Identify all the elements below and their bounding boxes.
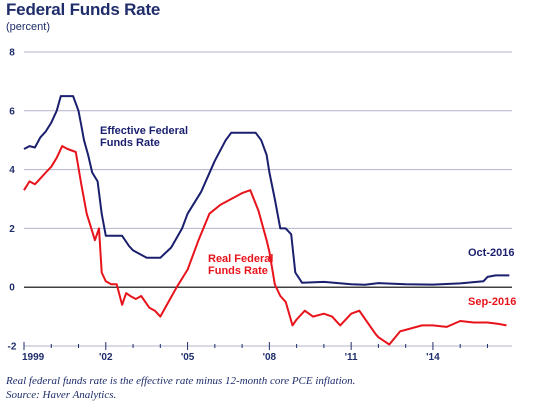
line-chart: 8 6 4 2 0 -2 1999 '02 '05 '08 '11 '14 Effective Fede…: [8, 48, 517, 364]
effective-series-label: Funds Rate: [100, 137, 160, 149]
real-rate-line: [23, 145, 507, 346]
chart-title: Federal Funds Rate: [6, 0, 161, 19]
effective-series-label: Effective Federal: [100, 125, 188, 137]
effective-rate-line: [23, 95, 510, 286]
footnote-definition: Real federal funds rate is the effective…: [6, 375, 356, 387]
y-tick-label: 2: [9, 224, 15, 235]
x-tick-label: 1999: [22, 352, 45, 363]
y-tick-label: 8: [9, 48, 15, 59]
real-series-label: Real Federal: [208, 253, 273, 265]
effective-end-label: Oct-2016: [468, 247, 514, 259]
x-tick-label: '11: [345, 352, 358, 363]
footnote: Real federal funds rate is the effective…: [6, 374, 355, 402]
x-tick-label: '14: [426, 352, 440, 363]
x-tick-label: '08: [263, 352, 277, 363]
x-tick-label: '05: [181, 352, 195, 363]
footnote-source: Source: Haver Analytics.: [6, 389, 117, 401]
y-tick-label: 0: [9, 283, 15, 294]
chart-subtitle: (percent): [6, 21, 51, 33]
y-tick-label: 4: [9, 165, 15, 176]
y-tick-label: -2: [8, 342, 17, 353]
x-tick-label: '02: [99, 352, 113, 363]
real-series-label: Funds Rate: [208, 265, 268, 277]
real-end-label: Sep-2016: [468, 296, 516, 308]
y-tick-label: 6: [9, 106, 15, 117]
